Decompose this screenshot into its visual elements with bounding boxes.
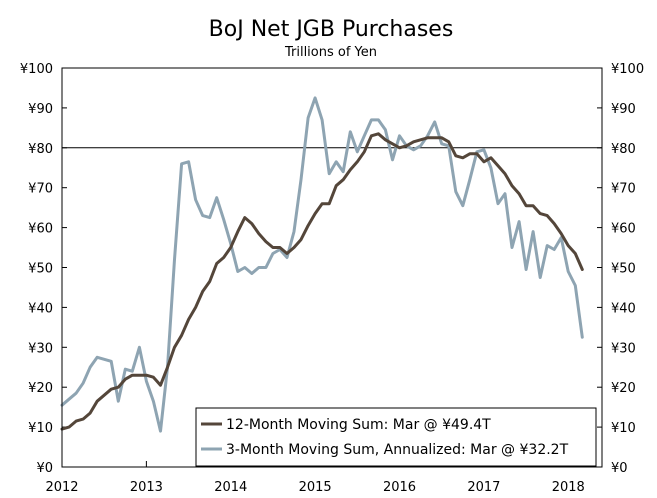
- series-line-3-month: [60, 96, 584, 433]
- x-tick-label: 2013: [130, 480, 163, 495]
- series-layer: [60, 96, 584, 433]
- y-tick-label-left: ¥100: [20, 62, 53, 77]
- y-tick-label-right: ¥10: [611, 421, 636, 436]
- y-tick-label-left: ¥0: [36, 461, 53, 476]
- legend: 12-Month Moving Sum: Mar @ ¥49.4T 3-Mont…: [195, 407, 597, 467]
- y-tick-label-right: ¥0: [611, 461, 628, 476]
- chart-title: BoJ Net JGB Purchases: [209, 17, 454, 42]
- y-tick-label-right: ¥80: [611, 142, 636, 157]
- y-tick-label-right: ¥30: [611, 341, 636, 356]
- chart-subtitle: Trillions of Yen: [284, 45, 377, 60]
- y-tick-label-left: ¥40: [28, 301, 53, 316]
- y-tick-label-left: ¥20: [28, 381, 53, 396]
- y-tick-label-left: ¥90: [28, 102, 53, 117]
- y-tick-label-left: ¥60: [28, 222, 53, 237]
- y-tick-label-left: ¥70: [28, 182, 53, 197]
- x-tick-label: 2017: [467, 480, 500, 495]
- x-tick-label: 2015: [299, 480, 332, 495]
- tick-layer: ¥0 ¥0 ¥10 ¥10 ¥20 ¥20 ¥30 ¥30 ¥40 ¥40 ¥50 ¥50 ¥60 ¥60…: [20, 62, 644, 495]
- y-tick-label-right: ¥20: [611, 381, 636, 396]
- y-tick-label-right: ¥100: [611, 62, 644, 77]
- y-tick-label-left: ¥10: [28, 421, 53, 436]
- x-tick-label: 2018: [552, 480, 585, 495]
- y-tick-label-right: ¥50: [611, 262, 636, 277]
- y-tick-label-left: ¥30: [28, 341, 53, 356]
- legend-label-3-month: 3-Month Moving Sum, Annualized: Mar @ ¥3…: [226, 442, 569, 458]
- y-tick-label-left: ¥50: [28, 262, 53, 277]
- y-tick-label-right: ¥60: [611, 222, 636, 237]
- legend-label-12-month: 12-Month Moving Sum: Mar @ ¥49.4T: [226, 417, 491, 433]
- y-tick-label-right: ¥90: [611, 102, 636, 117]
- y-tick-label-left: ¥80: [28, 142, 53, 157]
- y-tick-label-right: ¥70: [611, 182, 636, 197]
- x-tick-label: 2016: [383, 480, 416, 495]
- y-tick-label-right: ¥40: [611, 301, 636, 316]
- series-line-12-month: [60, 132, 584, 431]
- plot-frame: [61, 67, 603, 468]
- x-tick-label: 2014: [214, 480, 247, 495]
- legend-box: [195, 407, 597, 467]
- x-tick-label: 2012: [45, 480, 78, 495]
